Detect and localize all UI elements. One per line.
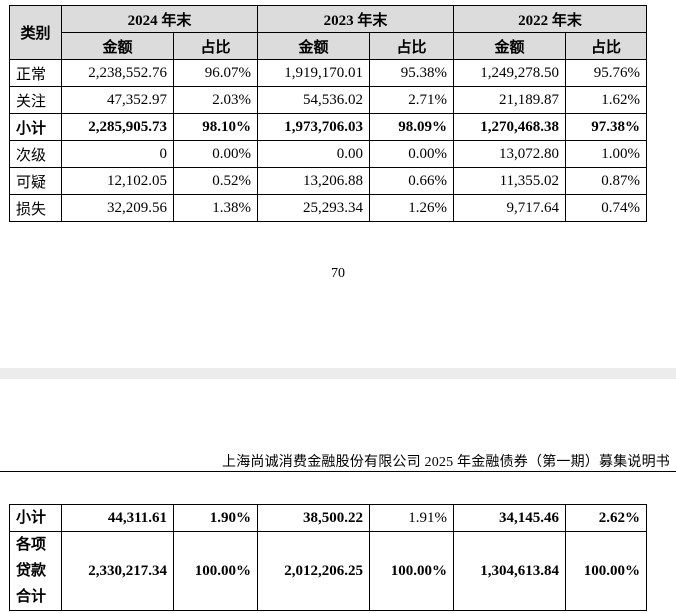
ratio-cell: 2.62% bbox=[565, 504, 647, 532]
ratio-cell: 95.38% bbox=[369, 59, 455, 87]
ratio-cell: 96.07% bbox=[172, 59, 259, 87]
table-row: 可疑 12,102.05 0.52% 13,206.88 0.66% 11,355.02 0… bbox=[9, 167, 648, 195]
amount-cell: 2,238,552.76 bbox=[61, 59, 174, 87]
ratio-cell: 100.00% bbox=[565, 531, 647, 611]
header-rule bbox=[0, 471, 676, 472]
row-label: 次级 bbox=[9, 140, 62, 168]
ratio-cell: 1.26% bbox=[369, 194, 455, 222]
table-row: 小计 44,311.61 1.90% 38,500.22 1.91% 34,145.46 2… bbox=[9, 504, 647, 532]
ratio-cell: 97.38% bbox=[565, 113, 648, 141]
amount-cell: 1,249,278.50 bbox=[453, 59, 567, 87]
category-header: 类别 bbox=[9, 5, 62, 60]
year-header-2022: 2022 年末 bbox=[453, 5, 648, 33]
amount-cell: 34,145.46 bbox=[453, 504, 566, 532]
year-header-2024: 2024 年末 bbox=[60, 5, 259, 33]
amount-cell: 1,973,706.03 bbox=[257, 113, 371, 141]
amount-cell: 47,352.97 bbox=[61, 86, 174, 114]
amount-header: 金额 bbox=[453, 32, 567, 60]
amount-cell: 13,206.88 bbox=[257, 167, 371, 195]
ratio-cell: 2.71% bbox=[369, 86, 455, 114]
table-row: 损失 32,209.56 1.38% 25,293.34 1.26% 9,717.64 0.… bbox=[9, 194, 648, 222]
ratio-cell: 95.76% bbox=[565, 59, 648, 87]
ratio-cell: 0.74% bbox=[565, 194, 648, 222]
amount-cell: 9,717.64 bbox=[453, 194, 567, 222]
row-label: 各项 贷款 合计 bbox=[9, 531, 62, 611]
ratio-header: 占比 bbox=[172, 32, 259, 60]
ratio-cell: 100.00% bbox=[173, 531, 258, 611]
amount-cell: 1,304,613.84 bbox=[453, 531, 566, 611]
row-label: 小计 bbox=[9, 504, 62, 532]
ratio-cell: 1.00% bbox=[565, 140, 648, 168]
ratio-cell: 0.66% bbox=[369, 167, 455, 195]
ratio-cell: 0.00% bbox=[172, 140, 259, 168]
loan-totals-table: 小计 44,311.61 1.90% 38,500.22 1.91% 34,145.46 2… bbox=[9, 504, 647, 611]
amount-cell: 32,209.56 bbox=[61, 194, 174, 222]
ratio-cell: 1.91% bbox=[369, 504, 454, 532]
ratio-cell: 0.52% bbox=[172, 167, 259, 195]
amount-cell: 21,189.87 bbox=[453, 86, 567, 114]
row-label: 关注 bbox=[9, 86, 62, 114]
ratio-header: 占比 bbox=[565, 32, 648, 60]
amount-header: 金额 bbox=[257, 32, 371, 60]
table-row: 各项 贷款 合计 2,330,217.34 100.00% 2,012,206.25 100… bbox=[9, 531, 647, 611]
amount-cell: 1,919,170.01 bbox=[257, 59, 371, 87]
table-row: 正常 2,238,552.76 96.07% 1,919,170.01 95.38% 1,… bbox=[9, 59, 648, 87]
table-row: 关注 47,352.97 2.03% 54,536.02 2.71% 21,189.87 1… bbox=[9, 86, 648, 114]
amount-header: 金额 bbox=[61, 32, 174, 60]
page-number: 70 bbox=[331, 266, 345, 281]
amount-cell: 12,102.05 bbox=[61, 167, 174, 195]
ratio-cell: 0.00% bbox=[369, 140, 455, 168]
amount-cell: 1,270,468.38 bbox=[453, 113, 567, 141]
ratio-cell: 100.00% bbox=[369, 531, 454, 611]
ratio-cell: 1.90% bbox=[173, 504, 258, 532]
ratio-cell: 1.62% bbox=[565, 86, 648, 114]
amount-cell: 11,355.02 bbox=[453, 167, 567, 195]
row-label: 小计 bbox=[9, 113, 62, 141]
table-row: 次级 0 0.00% 0.00 0.00% 13,072.80 1.00% bbox=[9, 140, 648, 168]
amount-cell: 38,500.22 bbox=[257, 504, 370, 532]
ratio-cell: 98.09% bbox=[369, 113, 455, 141]
ratio-header: 占比 bbox=[369, 32, 455, 60]
amount-cell: 54,536.02 bbox=[257, 86, 371, 114]
document-header-title: 上海尚诚消费金融股份有限公司 2025 年金融债券（第一期）募集说明书 bbox=[222, 455, 670, 470]
ratio-cell: 2.03% bbox=[172, 86, 259, 114]
loan-classification-table: 类别 2024 年末 2023 年末 2022 年末 金额 占比 金额 占比 金… bbox=[9, 5, 648, 222]
ratio-cell: 1.38% bbox=[172, 194, 259, 222]
amount-cell: 2,012,206.25 bbox=[257, 531, 370, 611]
amount-cell: 2,330,217.34 bbox=[61, 531, 174, 611]
row-label: 可疑 bbox=[9, 167, 62, 195]
amount-cell: 0.00 bbox=[257, 140, 371, 168]
amount-cell: 13,072.80 bbox=[453, 140, 567, 168]
ratio-cell: 98.10% bbox=[172, 113, 259, 141]
ratio-cell: 0.87% bbox=[565, 167, 648, 195]
page-break-divider bbox=[0, 368, 676, 379]
amount-cell: 0 bbox=[61, 140, 174, 168]
amount-cell: 25,293.34 bbox=[257, 194, 371, 222]
year-header-2023: 2023 年末 bbox=[257, 5, 455, 33]
row-label: 正常 bbox=[9, 59, 62, 87]
amount-cell: 44,311.61 bbox=[61, 504, 174, 532]
amount-cell: 2,285,905.73 bbox=[61, 113, 174, 141]
table-row: 小计 2,285,905.73 98.10% 1,973,706.03 98.09% 1,… bbox=[9, 113, 648, 141]
row-label: 损失 bbox=[9, 194, 62, 222]
